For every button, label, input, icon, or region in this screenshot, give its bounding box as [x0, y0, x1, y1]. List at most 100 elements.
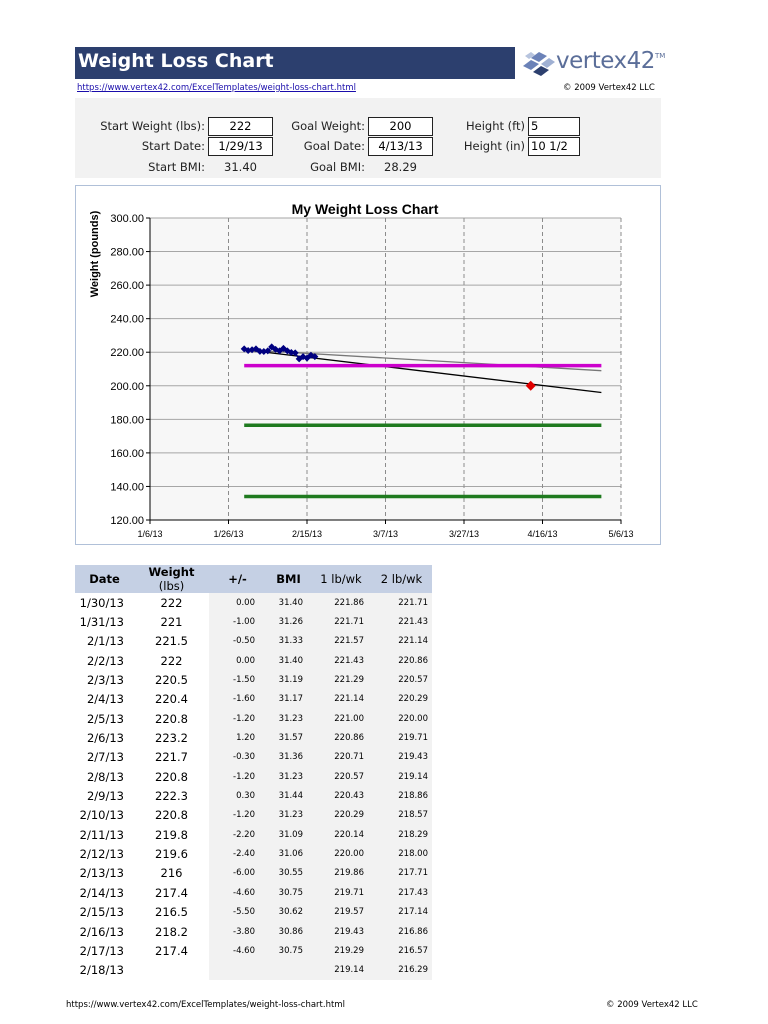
row-1lb: 221.00	[311, 709, 371, 729]
row-weight[interactable]: 219.8	[155, 827, 188, 842]
table-row: 2/13/13 216 -6.00 30.55 219.86 217.71	[75, 863, 432, 884]
row-weight[interactable]: 220.8	[155, 711, 188, 726]
row-weight[interactable]: 220.4	[155, 692, 188, 707]
row-2lb: 218.29	[371, 825, 432, 845]
start-weight-field[interactable]: 222	[208, 117, 273, 136]
row-change: -1.00	[209, 612, 266, 632]
row-change: 1.20	[209, 728, 266, 748]
row-weight[interactable]: 216	[160, 866, 183, 881]
row-2lb: 220.57	[371, 670, 432, 690]
goal-bmi-label: Goal BMI:	[310, 160, 365, 174]
chart-y-axis-label: Weight (pounds)	[89, 210, 101, 297]
row-weight[interactable]: 222	[160, 653, 183, 668]
row-date[interactable]: 1/30/13	[79, 595, 124, 610]
row-date[interactable]: 2/4/13	[86, 692, 124, 707]
row-date[interactable]: 2/8/13	[86, 769, 124, 784]
row-1lb: 220.57	[311, 767, 371, 787]
row-weight[interactable]: 219.6	[155, 847, 188, 862]
row-1lb: 221.57	[311, 631, 371, 652]
row-bmi: 31.09	[266, 825, 311, 845]
height-in-field[interactable]: 10 1/2	[528, 137, 580, 156]
row-date[interactable]: 2/10/13	[79, 808, 124, 823]
y-tick-label: 260.00	[110, 280, 144, 292]
row-weight[interactable]: 216.5	[155, 905, 188, 920]
row-weight[interactable]: 218.2	[155, 924, 188, 939]
row-date[interactable]: 2/17/13	[79, 943, 124, 958]
table-row: 2/7/13 221.7 -0.30 31.36 220.71 219.43	[75, 747, 432, 768]
row-date[interactable]: 2/9/13	[86, 789, 124, 804]
row-weight[interactable]: 221.5	[155, 634, 188, 649]
x-tick-label: 3/7/13	[373, 529, 398, 539]
row-date[interactable]: 2/16/13	[79, 924, 124, 939]
row-weight[interactable]: 220.8	[155, 769, 188, 784]
row-1lb: 220.86	[311, 728, 371, 748]
table-row: 2/5/13 220.8 -1.20 31.23 221.00 220.00	[75, 709, 432, 729]
height-ft-field[interactable]: 5	[528, 117, 580, 136]
row-change: 0.00	[209, 651, 266, 671]
row-date[interactable]: 2/1/13	[86, 634, 124, 649]
table-row: 2/8/13 220.8 -1.20 31.23 220.57 219.14	[75, 767, 432, 787]
row-weight[interactable]: 223.2	[155, 731, 188, 746]
weight-point	[299, 353, 307, 361]
weight-point	[256, 347, 264, 355]
row-bmi: 30.62	[266, 902, 311, 922]
row-date[interactable]: 2/3/13	[86, 673, 124, 688]
col-header-plusminus: +/-	[209, 565, 266, 593]
row-1lb: 220.14	[311, 825, 371, 845]
row-weight[interactable]: 221.7	[155, 750, 188, 765]
row-date[interactable]: 2/15/13	[79, 905, 124, 920]
row-weight[interactable]	[134, 961, 209, 980]
y-tick-label: 160.00	[110, 448, 144, 460]
footer-copyright: © 2009 Vertex42 LLC	[606, 1000, 698, 1010]
y-tick-label: 300.00	[110, 213, 144, 225]
row-change: -2.40	[209, 844, 266, 864]
row-date[interactable]: 2/6/13	[86, 731, 124, 746]
row-bmi: 31.40	[266, 651, 311, 671]
row-date[interactable]: 2/12/13	[79, 847, 124, 862]
goal-date-field[interactable]: 4/13/13	[368, 137, 433, 156]
row-1lb: 219.57	[311, 902, 371, 922]
weight-point	[311, 353, 319, 361]
row-weight[interactable]: 222.3	[155, 789, 188, 804]
goal-weight-field[interactable]: 200	[368, 117, 433, 136]
start-date-field[interactable]: 1/29/13	[208, 137, 273, 156]
row-weight[interactable]: 221	[160, 615, 183, 630]
row-change: -4.60	[209, 883, 266, 903]
height-in-label: Height (in)	[463, 139, 525, 153]
start-weight-label: Start Weight (lbs):	[100, 119, 205, 133]
row-1lb: 221.71	[311, 612, 371, 632]
row-change	[209, 960, 266, 980]
row-date[interactable]: 2/2/13	[86, 653, 124, 668]
row-bmi: 31.23	[266, 709, 311, 729]
row-bmi: 31.33	[266, 631, 311, 652]
row-weight[interactable]: 217.4	[155, 943, 188, 958]
row-date[interactable]: 2/5/13	[86, 711, 124, 726]
row-2lb: 217.71	[371, 863, 432, 884]
table-row: 2/1/13 221.5 -0.50 31.33 221.57 221.14	[75, 631, 432, 652]
table-row: 2/17/13 217.4 -4.60 30.75 219.29 216.57	[75, 941, 432, 961]
row-weight[interactable]: 220.5	[155, 673, 188, 688]
height-ft-label: Height (ft)	[466, 119, 525, 133]
row-date[interactable]: 2/11/13	[79, 827, 124, 842]
row-date[interactable]: 2/18/13	[79, 963, 124, 978]
row-date[interactable]: 1/31/13	[79, 615, 124, 630]
row-2lb: 216.57	[371, 941, 432, 961]
y-tick-label: 240.00	[110, 314, 144, 326]
row-weight[interactable]: 220.8	[155, 808, 188, 823]
row-bmi: 31.40	[266, 593, 311, 613]
row-date[interactable]: 2/14/13	[79, 885, 124, 900]
row-date[interactable]: 2/7/13	[86, 750, 124, 765]
row-weight[interactable]: 222	[160, 595, 183, 610]
row-bmi: 31.19	[266, 670, 311, 690]
row-date[interactable]: 2/13/13	[79, 866, 124, 881]
row-1lb: 221.86	[311, 593, 371, 613]
row-bmi: 31.26	[266, 612, 311, 632]
x-tick-label: 3/27/13	[449, 529, 479, 539]
header-url-link[interactable]: https://www.vertex42.com/ExcelTemplates/…	[77, 83, 356, 93]
weight-point	[264, 347, 272, 355]
y-tick-label: 140.00	[110, 481, 144, 493]
x-tick-label: 1/26/13	[213, 529, 243, 539]
footer-url[interactable]: https://www.vertex42.com/ExcelTemplates/…	[66, 1000, 345, 1010]
row-weight[interactable]: 217.4	[155, 885, 188, 900]
chart-title: My Weight Loss Chart	[292, 201, 439, 217]
